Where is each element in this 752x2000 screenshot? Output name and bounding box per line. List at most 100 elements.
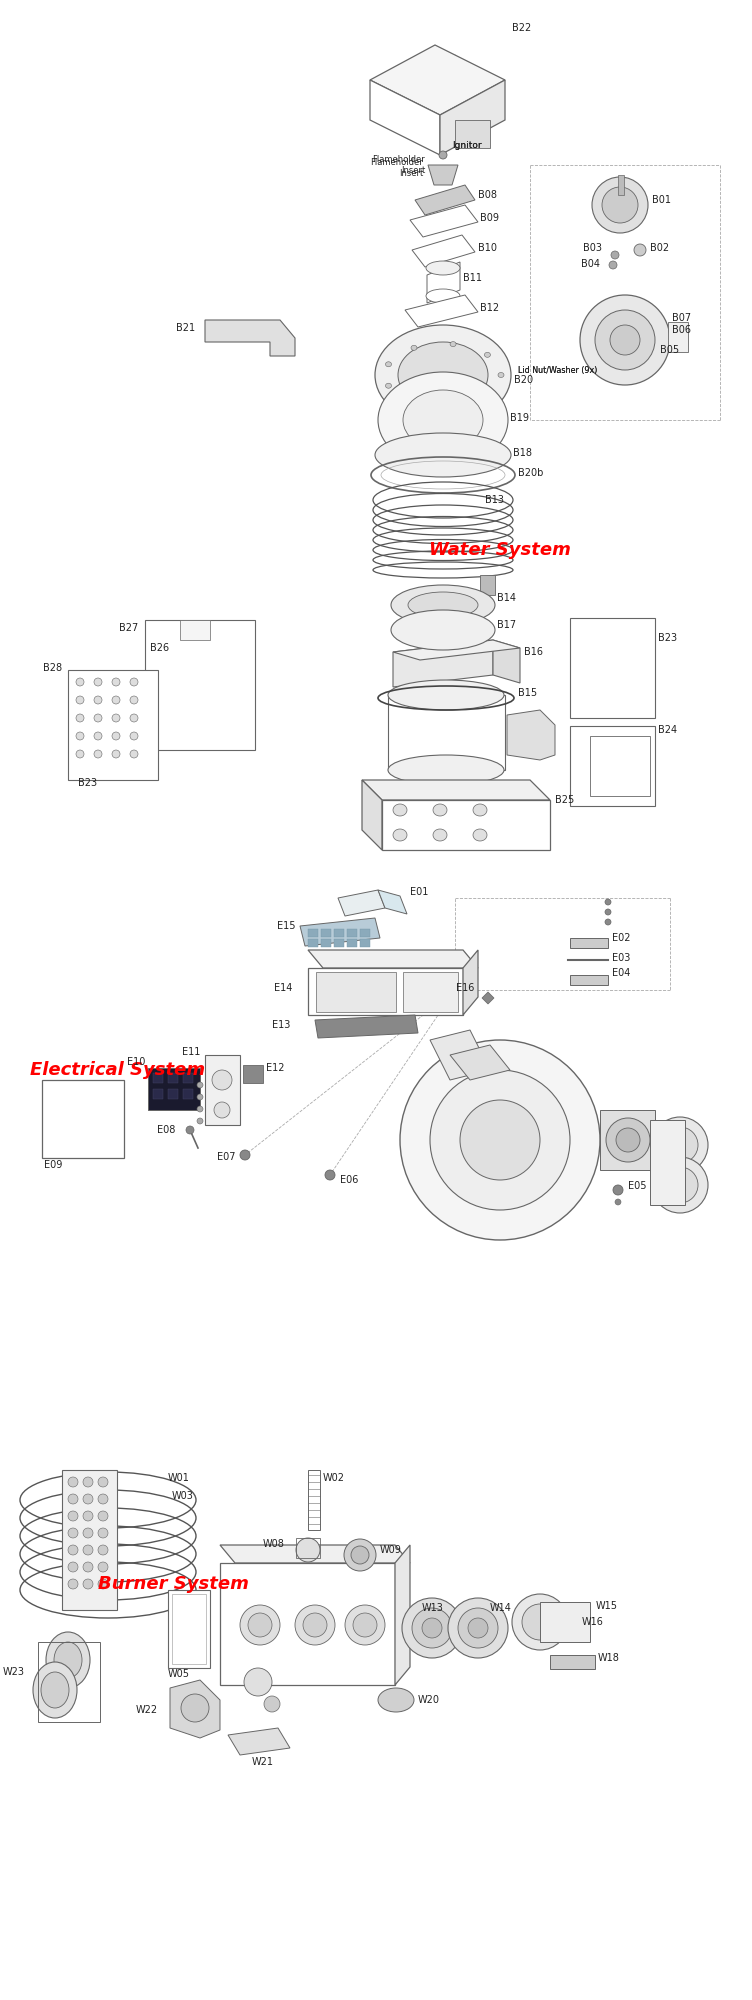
Polygon shape: [507, 710, 555, 760]
Ellipse shape: [94, 750, 102, 758]
Ellipse shape: [388, 754, 504, 784]
Text: E07: E07: [217, 1152, 235, 1162]
Ellipse shape: [439, 152, 447, 160]
Ellipse shape: [391, 584, 495, 624]
Text: W20: W20: [418, 1696, 440, 1704]
Ellipse shape: [616, 1128, 640, 1152]
Ellipse shape: [264, 1696, 280, 1712]
Polygon shape: [428, 166, 458, 186]
Text: B27: B27: [119, 624, 138, 632]
Ellipse shape: [393, 804, 407, 816]
Polygon shape: [415, 186, 475, 214]
Ellipse shape: [345, 1604, 385, 1644]
Text: Ignitor: Ignitor: [452, 140, 481, 150]
Ellipse shape: [378, 1688, 414, 1712]
Ellipse shape: [98, 1528, 108, 1538]
Bar: [153, 1072, 163, 1084]
Ellipse shape: [214, 1102, 230, 1118]
Text: W22: W22: [136, 1704, 158, 1714]
Ellipse shape: [197, 1094, 203, 1100]
Ellipse shape: [430, 1070, 570, 1210]
Text: B18: B18: [513, 448, 532, 458]
Ellipse shape: [634, 244, 646, 256]
Text: E12: E12: [266, 1064, 284, 1072]
Ellipse shape: [94, 732, 102, 740]
Ellipse shape: [94, 696, 102, 704]
Ellipse shape: [408, 592, 478, 618]
Ellipse shape: [652, 1116, 708, 1172]
Bar: [168, 1072, 178, 1084]
Polygon shape: [228, 1728, 290, 1756]
Bar: [590, 736, 650, 796]
Ellipse shape: [610, 324, 640, 356]
Polygon shape: [450, 1044, 510, 1080]
Polygon shape: [308, 950, 478, 968]
Polygon shape: [360, 940, 370, 948]
Ellipse shape: [375, 434, 511, 476]
Bar: [403, 972, 458, 1012]
Polygon shape: [395, 1544, 410, 1684]
Text: W09: W09: [380, 1544, 402, 1556]
Text: B23: B23: [78, 778, 97, 788]
Text: B21: B21: [176, 322, 195, 332]
Polygon shape: [220, 1564, 395, 1684]
Polygon shape: [300, 918, 380, 946]
Bar: [570, 976, 608, 984]
Ellipse shape: [662, 1168, 698, 1202]
Ellipse shape: [98, 1494, 108, 1504]
Ellipse shape: [68, 1528, 78, 1538]
Ellipse shape: [130, 696, 138, 704]
Polygon shape: [308, 928, 318, 936]
Ellipse shape: [605, 920, 611, 924]
Text: B25: B25: [555, 794, 575, 804]
Ellipse shape: [426, 288, 460, 302]
Ellipse shape: [662, 1128, 698, 1164]
Polygon shape: [388, 696, 505, 770]
Ellipse shape: [33, 1662, 77, 1718]
Ellipse shape: [76, 714, 84, 722]
Ellipse shape: [412, 1608, 452, 1648]
Text: B17: B17: [497, 620, 516, 630]
Ellipse shape: [83, 1512, 93, 1520]
Text: B28: B28: [43, 664, 62, 672]
Polygon shape: [205, 1056, 240, 1124]
Ellipse shape: [98, 1512, 108, 1520]
Ellipse shape: [450, 342, 456, 346]
Bar: [62, 1470, 117, 1610]
Text: W05: W05: [168, 1668, 190, 1680]
Bar: [618, 176, 624, 196]
Ellipse shape: [460, 1100, 540, 1180]
Ellipse shape: [186, 1126, 194, 1134]
Text: Lid Nut/Washer (9x): Lid Nut/Washer (9x): [518, 366, 597, 374]
Polygon shape: [393, 640, 520, 660]
Bar: [550, 1656, 595, 1668]
Bar: [650, 1120, 685, 1204]
Polygon shape: [321, 940, 331, 948]
Ellipse shape: [378, 372, 508, 468]
Polygon shape: [220, 1544, 410, 1564]
Bar: [183, 1088, 193, 1100]
Text: Ignitor: Ignitor: [452, 140, 481, 150]
Polygon shape: [382, 800, 550, 850]
Bar: [243, 1064, 263, 1084]
Text: E06: E06: [340, 1174, 359, 1184]
Polygon shape: [308, 968, 463, 1016]
Text: B14: B14: [497, 592, 516, 604]
Text: Water System: Water System: [429, 540, 571, 558]
Bar: [316, 972, 396, 1012]
Ellipse shape: [130, 714, 138, 722]
Ellipse shape: [240, 1150, 250, 1160]
Text: W15: W15: [596, 1600, 618, 1612]
Ellipse shape: [197, 1106, 203, 1112]
Text: B11: B11: [463, 272, 482, 282]
Ellipse shape: [351, 1546, 369, 1564]
Bar: [480, 576, 495, 596]
Ellipse shape: [112, 696, 120, 704]
Text: B06: B06: [672, 324, 691, 334]
Ellipse shape: [41, 1672, 69, 1708]
Ellipse shape: [197, 1118, 203, 1124]
Text: Lid Nut/Washer (9x): Lid Nut/Washer (9x): [518, 366, 597, 374]
Ellipse shape: [98, 1476, 108, 1488]
Bar: [183, 1072, 193, 1084]
Polygon shape: [180, 620, 210, 640]
